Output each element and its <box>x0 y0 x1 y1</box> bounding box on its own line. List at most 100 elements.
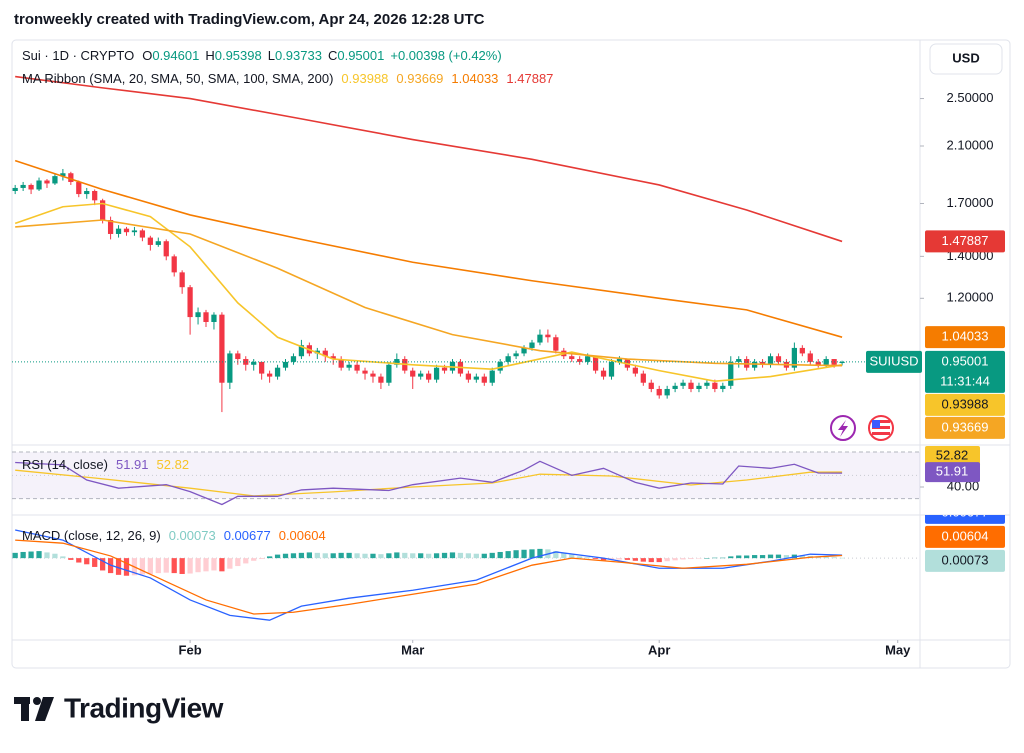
price-tag <box>925 350 1005 393</box>
macd-bar <box>664 558 670 562</box>
macd-bar <box>759 555 766 559</box>
macd-bar <box>433 553 440 559</box>
price-tag <box>925 326 1005 349</box>
candle-body <box>251 361 257 365</box>
candle-body <box>298 345 305 357</box>
macd-bar <box>457 552 464 559</box>
macd-bar <box>775 554 782 559</box>
macd-bar <box>592 558 599 560</box>
macd-bar <box>839 557 845 559</box>
candle-body <box>354 364 360 371</box>
legend-symbol: Sui · 1D · CRYPTO <box>22 48 134 63</box>
price-tag-label: 1.47887 <box>942 233 989 248</box>
macd-bar <box>155 558 161 574</box>
candle-body <box>791 347 797 368</box>
macd-bar <box>378 554 384 559</box>
legend-macd-title: MACD (close, 12, 26, 9) <box>22 528 161 543</box>
candle-body <box>656 388 662 396</box>
macd-bar <box>577 556 583 559</box>
price-pane <box>12 75 845 413</box>
x-tick-label: Mar <box>401 642 424 657</box>
legend-value: 0.95001 <box>337 48 384 63</box>
legend-rsi-title: RSI (14, close) <box>22 457 108 472</box>
candle-body <box>608 361 615 377</box>
macd-bar <box>203 558 209 572</box>
legend-ma-title: MA Ribbon (SMA, 20, SMA, 50, SMA, 100, S… <box>22 71 333 86</box>
candle-body <box>211 314 217 322</box>
candle-body <box>441 367 448 371</box>
candle-body <box>736 359 742 362</box>
lightning-icon[interactable] <box>830 415 856 441</box>
macd-bar <box>823 556 829 559</box>
rsi-pane <box>12 451 920 506</box>
candle-body <box>362 370 368 374</box>
macd-bar <box>76 558 82 563</box>
candle-body <box>839 361 845 364</box>
candle-body <box>720 385 726 389</box>
macd-bar <box>314 552 320 559</box>
rsi-tag <box>925 462 980 483</box>
candle-body <box>688 382 694 389</box>
macd-bar <box>306 552 312 559</box>
currency[interactable]: USD <box>952 50 979 65</box>
macd-bar <box>728 556 734 559</box>
candle-body <box>227 353 233 383</box>
macd-bar <box>92 558 98 567</box>
candle-body <box>418 373 424 377</box>
flag-icon[interactable] <box>868 415 894 441</box>
macd-bar <box>322 553 328 559</box>
price-tag <box>925 393 1005 416</box>
macd-bar <box>656 558 662 563</box>
y-tick-label: 2.50000 <box>947 90 994 105</box>
candle-body <box>521 347 527 354</box>
candle-body <box>807 353 813 362</box>
chart-frame <box>11 39 1011 669</box>
candle-body <box>243 359 249 365</box>
candle-body <box>632 367 638 374</box>
legend-macd-value: 0.00073 <box>169 528 216 543</box>
macd-bar <box>402 552 408 559</box>
macd-bar <box>147 558 153 574</box>
macd-bar <box>600 558 607 561</box>
macd-bar <box>219 558 225 572</box>
currency-button[interactable] <box>929 43 1003 75</box>
macd-bar <box>521 549 527 559</box>
ma-line <box>14 202 843 382</box>
macd-tag <box>925 515 1005 524</box>
candle-body <box>585 356 591 362</box>
macd-tag <box>925 549 1005 572</box>
logo-text: TradingView <box>64 692 224 723</box>
candle-body <box>139 230 146 238</box>
macd-bar <box>52 553 58 559</box>
x-tick-label: Feb <box>179 642 202 657</box>
candle-body <box>577 359 583 362</box>
macd-bar <box>632 558 638 561</box>
macd-bar <box>489 552 495 559</box>
candle-body <box>36 180 42 190</box>
countdown: 11:31:44 <box>940 373 990 388</box>
rsi-tag-label: 51.91 <box>936 464 969 479</box>
candle-body <box>155 241 161 245</box>
y-tick-label: 1.70000 <box>947 195 994 210</box>
candle-body <box>426 373 432 380</box>
legend-value: 0.94601 <box>152 48 199 63</box>
legend-rsi-value: 51.91 <box>116 457 149 472</box>
legend-macd-value: 0.00677 <box>224 528 271 543</box>
macd-bar <box>235 558 241 567</box>
candle-body <box>704 382 710 386</box>
legend-macd-value: 0.00604 <box>279 528 326 543</box>
macd-bar <box>12 552 18 559</box>
macd-bar <box>831 557 837 559</box>
candle-body <box>203 312 209 322</box>
macd-bar <box>187 558 193 574</box>
candle-body <box>20 184 26 188</box>
macd-bar <box>497 551 503 559</box>
legend-ohlc: Sui · 1D · CRYPTO O0.94601 H0.95398 L0.9373… <box>22 48 502 63</box>
candle-body <box>410 370 416 377</box>
logo-icon <box>14 697 54 721</box>
macd-bar <box>505 551 511 559</box>
candle-body <box>107 220 114 234</box>
candle-body <box>346 364 352 368</box>
macd-bar <box>481 553 487 559</box>
macd-bar <box>648 558 654 563</box>
